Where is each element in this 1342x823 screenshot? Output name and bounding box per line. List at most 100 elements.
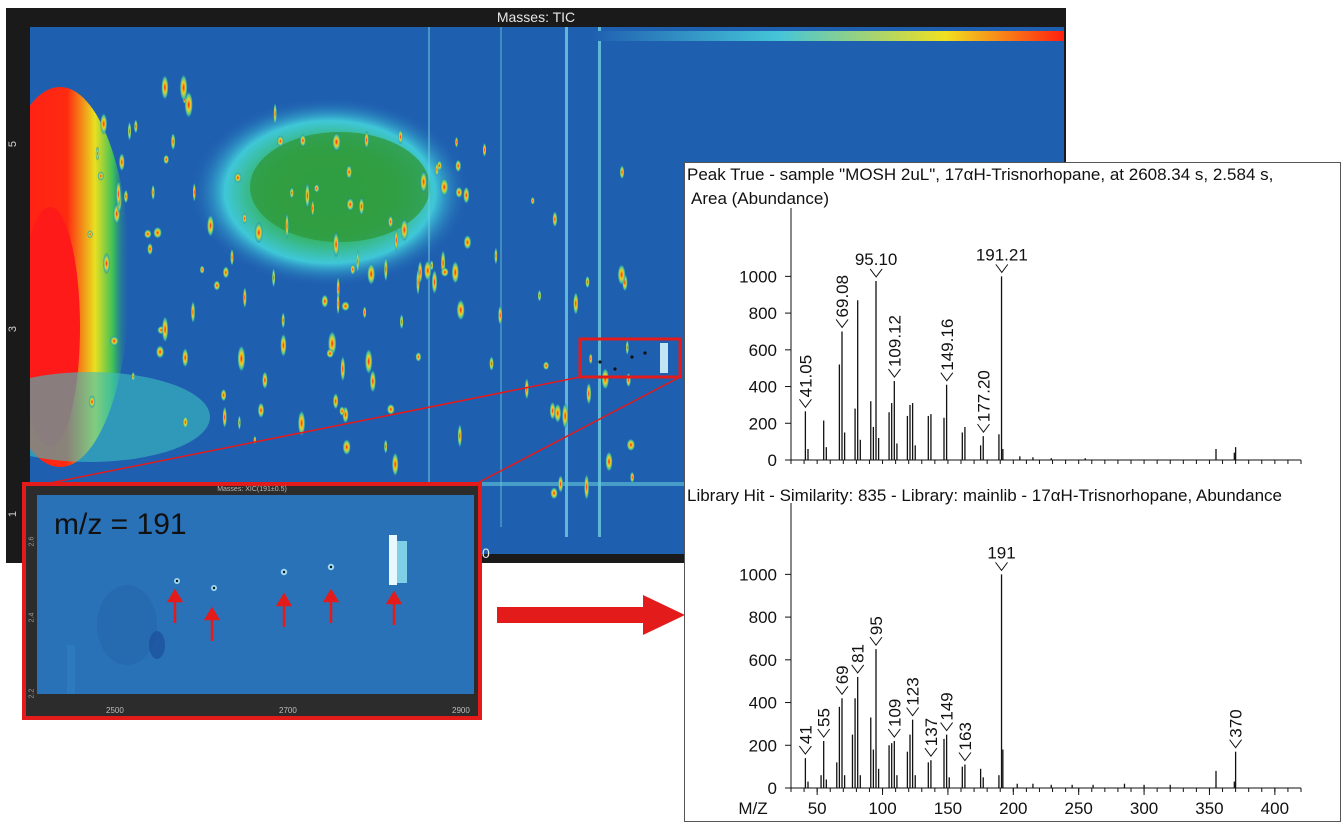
mass-spectra-panel: Peak True - sample "MOSH 2uL", 17αH-Tris…: [684, 162, 1341, 822]
contour-spot: [498, 305, 503, 326]
x-axis-label: M/Z: [738, 799, 767, 818]
y-tick-label: 600: [749, 341, 777, 360]
peak-label: 41: [796, 725, 815, 744]
inset-x-tick: 2500: [106, 706, 124, 715]
peak-marker: [924, 747, 938, 758]
contour-spot: [257, 402, 265, 419]
peak-marker: [869, 636, 883, 646]
contour-spot: [242, 212, 248, 224]
contour-spot: [350, 263, 356, 275]
contour-spot: [131, 371, 135, 382]
contour-spot: [552, 211, 558, 228]
peak-marker: [906, 707, 920, 717]
peak-marker: [799, 399, 812, 409]
inset-y-tick: 2.4: [28, 612, 36, 623]
contour-spot: [95, 146, 100, 161]
contour-spot: [314, 184, 320, 193]
contour-spot: [97, 171, 105, 181]
contour-spot: [155, 345, 165, 359]
contour-spot: [289, 187, 294, 199]
spectrum-top-title-line2: Area (Abundance): [691, 189, 829, 208]
contour-spot: [276, 135, 284, 147]
contour-spot: [440, 177, 449, 197]
contour-spot: [285, 212, 289, 240]
contour-spot: [429, 260, 434, 271]
contour-spot: [341, 301, 350, 312]
contour-spot: [190, 300, 196, 324]
x-tick-label: 200: [999, 799, 1027, 818]
contour-spot: [423, 260, 432, 282]
contour-spot: [237, 344, 246, 373]
y-tick-label: 200: [749, 736, 777, 755]
contour-spot: [123, 189, 129, 204]
contour-spot: [524, 377, 529, 401]
contour-spot: [537, 289, 542, 302]
contour-spot: [332, 132, 341, 152]
peak-label: 123: [904, 677, 923, 705]
peak-marker: [851, 664, 865, 674]
tic-y-tick: 3: [7, 325, 20, 333]
contour-spot: [626, 438, 636, 452]
y-tick-label: 0: [768, 779, 777, 798]
contour-spot: [184, 91, 193, 119]
contour-spot: [494, 247, 498, 265]
contour-spot: [386, 403, 395, 415]
contour-spot: [416, 268, 420, 296]
y-tick-label: 600: [749, 651, 777, 670]
peak-label: 95: [867, 616, 886, 635]
contour-spot: [454, 136, 459, 148]
peak-marker: [995, 562, 1008, 572]
contour-spot: [588, 353, 593, 365]
inset-x-tick: 2900: [452, 706, 470, 715]
contour-spot: [489, 356, 494, 372]
contour-spot: [340, 355, 346, 383]
contour-spot: [605, 451, 613, 472]
contour-spot: [206, 214, 215, 238]
y-tick-label: 200: [749, 414, 777, 433]
contour-spot: [550, 487, 558, 500]
contour-spot: [482, 142, 487, 158]
contour-spot: [161, 74, 169, 101]
tic-contour-window: Masses: TIC: [6, 8, 1066, 563]
tic-contour-plot: [30, 27, 1064, 554]
peak-label: 109.12: [885, 315, 904, 367]
y-tick-label: 1000: [739, 565, 777, 584]
contour-spot: [161, 315, 169, 343]
contour-spot: [182, 415, 189, 429]
peak-label: 137: [922, 718, 941, 746]
contour-spot: [262, 371, 268, 390]
peak-label: 149: [938, 692, 957, 720]
contour-spot: [273, 102, 277, 126]
y-tick-label: 0: [768, 451, 777, 470]
peak-label: 55: [815, 708, 834, 727]
contour-spot: [455, 159, 462, 173]
contour-spot: [364, 131, 369, 149]
peak-label: 191.21: [976, 245, 1028, 264]
contour-spot: [127, 121, 132, 142]
peak-marker: [888, 368, 901, 378]
contour-spot: [625, 339, 629, 356]
contour-spot: [109, 335, 119, 347]
peak-marker: [940, 722, 954, 732]
contour-spot: [222, 266, 230, 279]
inset-y-tick: 2.6: [28, 536, 36, 547]
contour-spot: [336, 291, 340, 316]
inset-x-tick: 2700: [279, 706, 297, 715]
contour-spot: [586, 382, 592, 405]
contour-spot: [543, 361, 550, 371]
contour-spot: [455, 186, 463, 199]
y-tick-label: 1000: [739, 267, 777, 286]
contour-spot: [362, 306, 367, 319]
peak-label: 163: [956, 722, 975, 750]
spectrum-top-title: Peak True - sample "MOSH 2uL", 17αH-Tris…: [687, 165, 1274, 184]
contour-spot: [383, 256, 388, 283]
contour-spot: [367, 262, 376, 286]
mz-label: m/z = 191: [54, 508, 187, 541]
contour-spot: [213, 280, 221, 291]
peak-label: 95.10: [855, 250, 898, 269]
peak-label: 69: [833, 665, 852, 684]
contour-spot: [199, 265, 205, 274]
peak-label: 149.16: [938, 319, 957, 371]
x-tick-label: 100: [868, 799, 896, 818]
